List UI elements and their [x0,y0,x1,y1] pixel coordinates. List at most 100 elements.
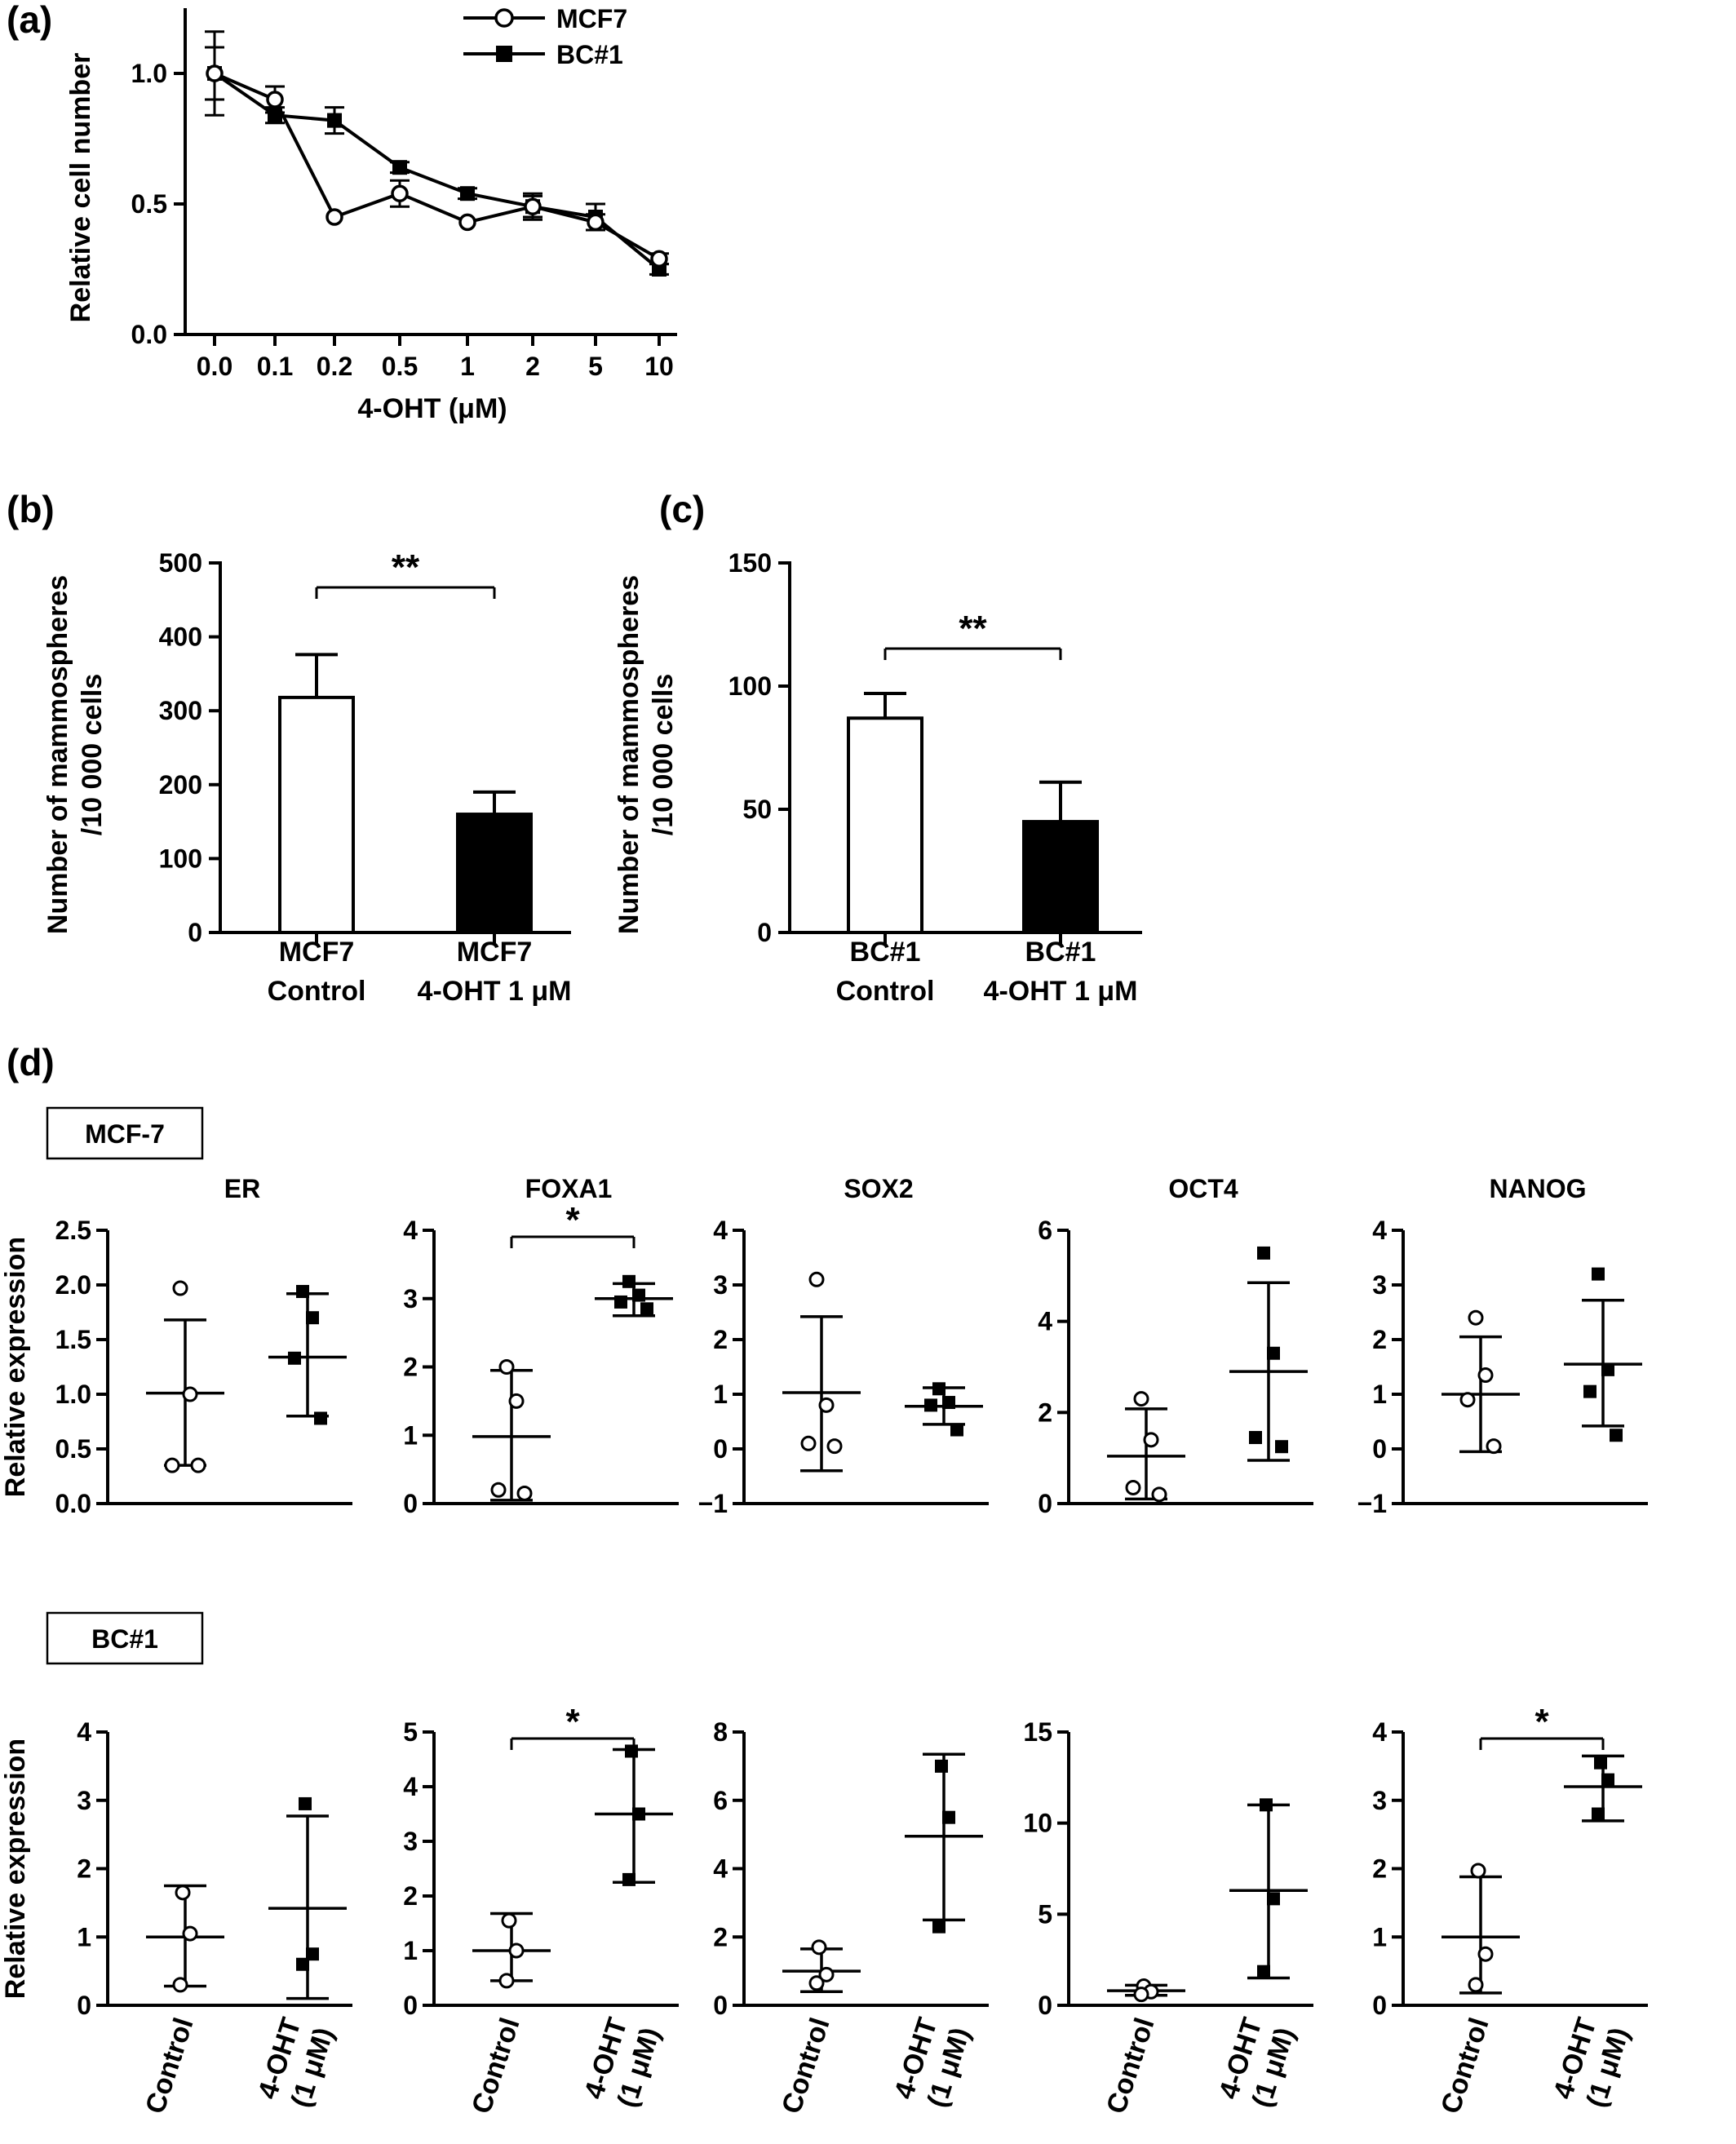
y-tick-label: 1.0 [55,1380,91,1409]
y-tick-label: 0.5 [131,189,167,219]
y-tick-label: 2 [1372,1325,1387,1354]
y-tick-label: 3 [1372,1786,1387,1815]
panel-letter: (a) [7,0,52,41]
cell-line-box-frame [46,1106,204,1160]
data-point [1468,1977,1484,1993]
legend-marker [494,8,514,28]
data-point [458,213,476,232]
x-tick-label: 0.1 [257,352,293,381]
data-point [632,1807,645,1821]
chart-b: 0 100 200 300 400 500 MCF7 Control MCF7 4-OHT 1 μ… [42,547,571,1007]
y-tick-label: 0 [1038,1991,1052,2020]
y-tick-label: 15 [1023,1717,1052,1747]
y-tick-label: 0 [713,1991,728,2020]
y-tick-label: 0.5 [55,1434,91,1464]
significance-marker: * [565,1702,580,1742]
data-point [614,1295,627,1309]
y-tick-label: 1.0 [131,59,167,88]
y-tick-label: 5 [1038,1899,1052,1929]
data-point [1594,1756,1607,1770]
data-point [508,1942,525,1959]
data-point [1267,1346,1280,1360]
data-point [1459,1392,1476,1408]
chart-d-mcf-7-foxa1: 0 1 2 3 4 FOXA1* [403,1174,679,1518]
y-axis-label: Number of mammospheres [42,575,73,934]
data-point [1133,1391,1149,1407]
y-tick-label: 4 [713,1854,728,1884]
y-tick-label: 1 [77,1922,91,1951]
data-point [1151,1486,1167,1503]
data-point [327,113,342,128]
data-point [1275,1440,1288,1454]
data-point [190,1457,206,1473]
x-category-label: Control [140,2014,199,2118]
y-tick-label: 4 [403,1772,418,1801]
y-tick-label: 10 [1023,1809,1052,1838]
x-tick-label: 5 [588,352,603,381]
data-point [818,1397,835,1413]
y-tick-label: 4 [77,1717,91,1747]
bar [847,716,923,934]
y-tick-label: 50 [742,795,772,824]
y-tick-label: 4 [1038,1307,1052,1336]
data-point [1486,1438,1502,1455]
data-point [524,197,542,215]
data-point [932,1920,946,1934]
x-tick-label: 0.0 [197,352,232,381]
data-point [1260,1798,1273,1812]
y-tick-label: 1 [403,1936,418,1965]
data-point [164,1457,180,1473]
y-tick-label: 4 [403,1216,418,1245]
x-tick-label: 1 [460,352,475,381]
data-point [1133,1987,1149,2003]
y-tick-label: 2 [713,1922,728,1951]
panel-letter: (d) [7,1041,55,1083]
cell-line-box: BC#1 [46,1611,204,1665]
data-point [498,1973,515,1989]
bar [456,813,533,934]
data-point [508,1393,525,1409]
significance-marker: * [1534,1702,1549,1742]
data-point [1601,1362,1614,1376]
data-point [942,1396,955,1410]
data-point [1468,1309,1484,1326]
y-tick-label: 0.0 [131,320,167,349]
y-axis-label: Relative expression [0,1739,31,1999]
data-point [1249,1431,1262,1445]
legend-label: MCF7 [556,4,627,33]
significance-marker: * [565,1200,580,1240]
significance-marker: ** [959,609,987,649]
data-point [296,1285,309,1299]
y-tick-label: 0 [188,918,202,947]
y-tick-label: 400 [159,622,202,652]
y-tick-label: 300 [159,696,202,725]
y-tick-label: 3 [713,1270,728,1300]
y-tick-label: 0 [403,1991,418,2020]
data-point [625,1744,638,1758]
data-point [808,1271,825,1287]
y-tick-label: 150 [728,548,772,578]
y-tick-label: 3 [1372,1270,1387,1300]
data-point [932,1382,946,1396]
y-tick-label: 0 [1038,1489,1052,1518]
y-tick-label: 2 [713,1325,728,1354]
data-point [800,1435,817,1451]
data-point [288,1351,301,1365]
y-tick-label: 200 [159,770,202,800]
panel-letter: (c) [659,488,705,530]
y-axis-label: Relative cell number [65,53,96,323]
data-point [622,1274,636,1288]
x-tick-label: 0.5 [382,352,418,381]
y-tick-label: 3 [403,1284,418,1313]
data-point [306,1947,319,1961]
data-point [1143,1432,1159,1448]
cell-line-box: MCF-7 [46,1106,204,1160]
data-point [299,1796,312,1810]
gene-title: OCT4 [1168,1174,1238,1203]
y-tick-label: 2 [1038,1398,1052,1427]
